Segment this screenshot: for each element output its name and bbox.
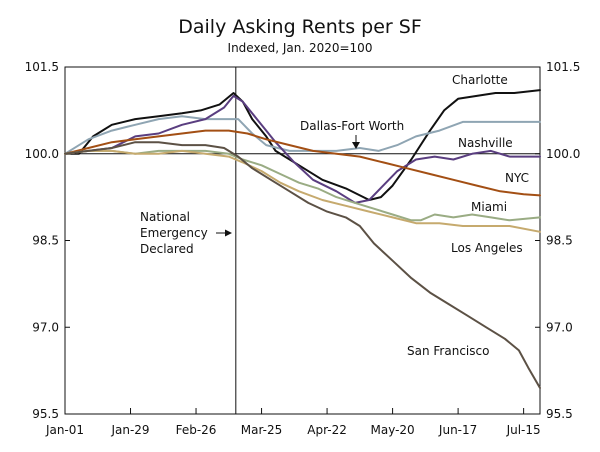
event-label-line: National [140,210,190,224]
y-tick-label-left: 98.5 [32,234,59,248]
event-arrow-head [225,229,232,237]
x-tick-label: Jun-17 [438,423,477,437]
y-tick-label-right: 101.5 [546,60,580,74]
series-miami [64,149,541,222]
series-label: San Francisco [407,344,489,358]
series-label: NYC [505,171,529,185]
y-axis-left: 95.5 97.0 98.5 100.0 101.5 [25,60,70,421]
series-labels: Charlotte Dallas-Fort Worth Nashville NYC Mi… [140,73,529,358]
series-los-angeles [64,149,541,233]
series-dallas-fort-worth [64,115,541,155]
y-tick-label-right: 98.5 [546,234,573,248]
x-axis: Jan-01 Jan-29 Feb-26 Mar-25 Apr-22 May-20 Jun-… [45,408,541,437]
dallas-arrow-head [352,142,360,149]
x-tick-label: Apr-22 [307,423,347,437]
chart-subtitle: Indexed, Jan. 2020=100 [228,41,373,55]
series-label: Miami [471,200,507,214]
x-tick-label: Mar-25 [241,423,282,437]
series-label: Los Angeles [451,241,523,255]
y-tick-label-left: 97.0 [32,320,59,334]
series-label: Charlotte [452,73,508,87]
x-tick-label: May-20 [370,423,414,437]
event-label-line: Emergency [140,226,208,240]
series-label: Nashville [458,136,513,150]
y-tick-label-left: 100.0 [25,147,59,161]
chart-title: Daily Asking Rents per SF [178,16,422,38]
y-tick-label-right: 97.0 [546,320,573,334]
series-nyc [64,129,541,197]
y-tick-label-right: 100.0 [546,147,580,161]
x-tick-label: Jan-29 [110,423,149,437]
series-charlotte [64,89,541,201]
x-tick-label: Feb-26 [176,423,217,437]
series-san-francisco [64,141,541,389]
x-tick-label: Jan-01 [45,423,84,437]
series-nashville [64,94,541,204]
x-tick-label: Jul-15 [506,423,541,437]
y-tick-label-right: 95.5 [546,407,573,421]
series-label: Dallas-Fort Worth [300,119,404,133]
y-axis-right: 95.5 97.0 98.5 100.0 101.5 [535,60,580,421]
event-label-line: Declared [140,242,194,256]
y-tick-label-left: 95.5 [32,407,59,421]
y-tick-label-left: 101.5 [25,60,59,74]
series-lines [64,89,541,389]
